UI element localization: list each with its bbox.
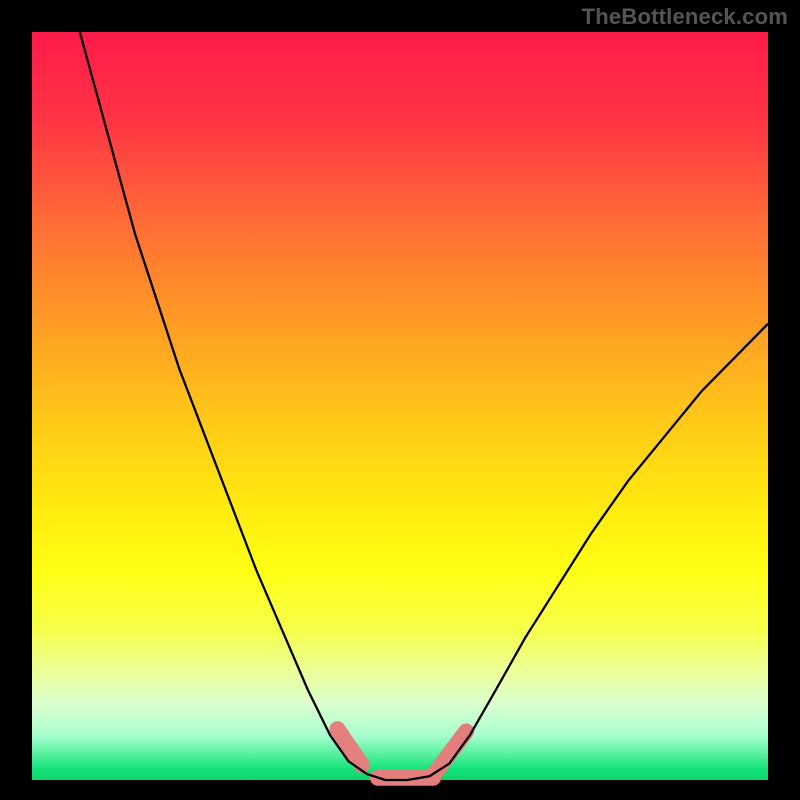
watermark-text: TheBottleneck.com	[582, 4, 788, 30]
chart-svg	[0, 0, 800, 800]
gradient-background	[32, 32, 768, 780]
bottleneck-chart: TheBottleneck.com	[0, 0, 800, 800]
